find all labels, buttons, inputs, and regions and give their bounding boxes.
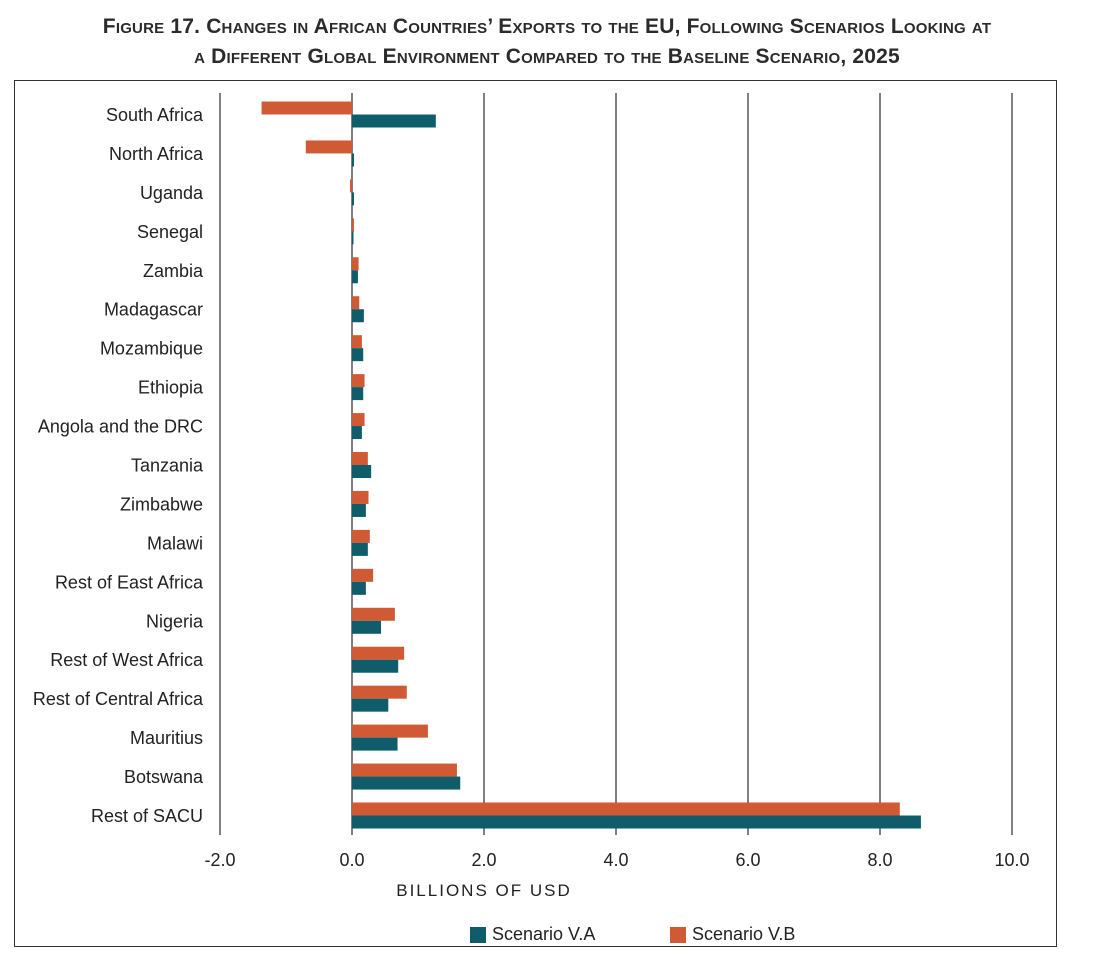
chart-frame bbox=[14, 80, 1057, 947]
bar-scenario-vb bbox=[352, 490, 369, 504]
category-label: Nigeria bbox=[146, 611, 204, 631]
bar-scenario-vb bbox=[261, 101, 352, 115]
category-label: Rest of East Africa bbox=[55, 572, 204, 592]
bar-scenario-va bbox=[352, 153, 354, 167]
bar-scenario-vb bbox=[352, 296, 360, 310]
category-label: Malawi bbox=[147, 533, 203, 553]
legend-item-scenario-va: Scenario V.A bbox=[470, 924, 595, 945]
category-label: South Africa bbox=[106, 105, 204, 125]
legend-swatch-scenario-vb bbox=[670, 926, 686, 943]
bar-scenario-va bbox=[352, 698, 389, 712]
bar-scenario-va bbox=[352, 309, 364, 323]
bar-scenario-vb bbox=[352, 529, 370, 543]
bar-scenario-vb bbox=[352, 257, 359, 271]
bar-scenario-va bbox=[352, 659, 399, 673]
category-label: Zimbabwe bbox=[120, 494, 203, 514]
legend-swatch-scenario-va bbox=[470, 926, 486, 943]
bar-scenario-va bbox=[352, 270, 358, 284]
bar-scenario-vb bbox=[352, 802, 900, 816]
bar-scenario-va bbox=[352, 114, 436, 128]
bar-scenario-vb bbox=[352, 452, 368, 465]
bar-scenario-vb bbox=[352, 218, 354, 232]
x-axis-label: BILLIONS OF USD bbox=[396, 881, 571, 900]
bar-scenario-vb bbox=[352, 335, 362, 349]
bar-scenario-vb bbox=[352, 685, 407, 699]
chart-title: Figure 17. Changes in African Countries’… bbox=[0, 12, 1094, 72]
legend-label-scenario-va: Scenario V.A bbox=[492, 924, 596, 944]
bar-scenario-va bbox=[352, 192, 354, 206]
x-tick-label: -2.0 bbox=[204, 850, 235, 870]
bar-scenario-va bbox=[352, 581, 366, 595]
bar-scenario-va bbox=[352, 776, 461, 790]
category-label: Zambia bbox=[143, 261, 204, 281]
bar-scenario-va bbox=[352, 815, 921, 829]
bar-scenario-vb bbox=[352, 374, 365, 388]
category-label: Angola and the DRC bbox=[38, 417, 203, 437]
bar-scenario-va bbox=[352, 503, 366, 517]
bar-scenario-va bbox=[352, 231, 354, 245]
bar-scenario-vb bbox=[352, 646, 405, 660]
bar-scenario-vb bbox=[352, 607, 395, 621]
category-label: Mozambique bbox=[100, 339, 203, 359]
category-label: Madagascar bbox=[104, 300, 203, 320]
category-label: Rest of Central Africa bbox=[33, 689, 204, 709]
x-tick-label: 4.0 bbox=[603, 850, 628, 870]
category-label: Rest of SACU bbox=[91, 806, 203, 826]
bar-scenario-va bbox=[352, 348, 364, 362]
legend: Scenario V.A Scenario V.B bbox=[0, 924, 1094, 946]
x-tick-label: 2.0 bbox=[471, 850, 496, 870]
category-label: Uganda bbox=[140, 183, 204, 203]
bar-scenario-vb bbox=[352, 413, 365, 427]
x-tick-label: 10.0 bbox=[994, 850, 1029, 870]
category-label: North Africa bbox=[109, 144, 204, 164]
bar-scenario-va bbox=[352, 465, 372, 478]
bar-scenario-va bbox=[352, 620, 382, 634]
x-tick-label: 0.0 bbox=[339, 850, 364, 870]
x-tick-label: 6.0 bbox=[735, 850, 760, 870]
bar-scenario-va bbox=[352, 542, 368, 556]
bar-scenario-vb bbox=[352, 763, 457, 777]
category-label: Mauritius bbox=[130, 728, 203, 748]
bar-scenario-vb bbox=[305, 140, 352, 154]
chart-title-line-2: a Different Global Environment Compared … bbox=[194, 45, 900, 68]
category-label: Botswana bbox=[124, 767, 204, 787]
legend-item-scenario-vb: Scenario V.B bbox=[670, 924, 795, 945]
x-tick-label: 8.0 bbox=[867, 850, 892, 870]
chart-title-line-1: Figure 17. Changes in African Countries’… bbox=[102, 15, 992, 38]
bar-scenario-va bbox=[352, 387, 364, 401]
bar-scenario-vb bbox=[350, 179, 352, 193]
bar-scenario-vb bbox=[352, 724, 428, 738]
bar-scenario-va bbox=[352, 426, 362, 440]
bar-scenario-va bbox=[352, 737, 398, 751]
legend-label-scenario-vb: Scenario V.B bbox=[692, 924, 796, 944]
bar-scenario-vb bbox=[352, 568, 374, 582]
category-label: Ethiopia bbox=[138, 378, 204, 398]
category-label: Tanzania bbox=[131, 456, 204, 476]
category-label: Rest of West Africa bbox=[50, 650, 204, 670]
category-label: Senegal bbox=[137, 222, 203, 242]
